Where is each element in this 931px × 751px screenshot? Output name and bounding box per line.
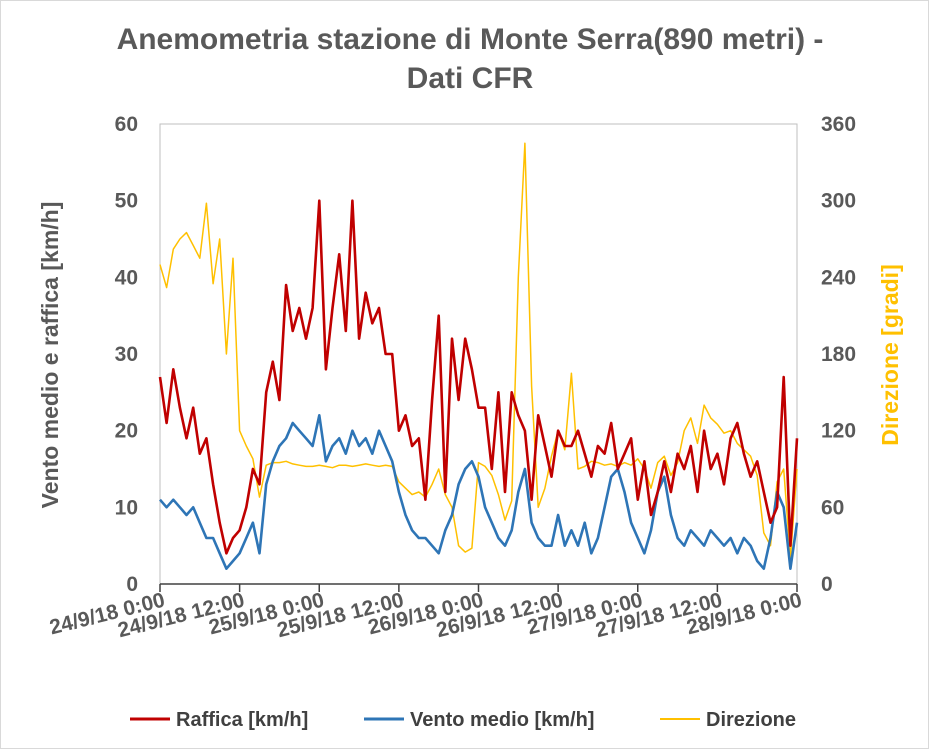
y-tick-left-1: 10 bbox=[115, 496, 138, 519]
y-tick-left-2: 20 bbox=[115, 420, 138, 443]
legend-label-2: Direzione bbox=[706, 709, 796, 731]
y-tick-right-2: 120 bbox=[821, 420, 856, 443]
legend-label-0: Raffica [km/h] bbox=[176, 709, 308, 731]
series-line-2 bbox=[159, 142, 798, 560]
y-tick-right-0: 0 bbox=[821, 573, 833, 596]
chart-title-line-1: Anemometria stazione di Monte Serra(890 … bbox=[117, 23, 824, 56]
y-tick-right-6: 360 bbox=[821, 113, 856, 136]
y-tick-right-5: 300 bbox=[821, 190, 856, 213]
axes bbox=[159, 123, 798, 592]
y-axis-label-right: Direzione [gradi] bbox=[877, 264, 903, 445]
y-tick-right-3: 180 bbox=[821, 343, 856, 366]
y-tick-right-4: 240 bbox=[821, 266, 856, 289]
y-tick-right-1: 60 bbox=[821, 496, 844, 519]
series-line-0 bbox=[158, 199, 799, 555]
chart-title-line-2: Dati CFR bbox=[407, 62, 534, 95]
y-tick-left-3: 30 bbox=[115, 343, 138, 366]
plot-border bbox=[159, 123, 798, 585]
y-tick-left-0: 0 bbox=[126, 573, 138, 596]
y-tick-left-5: 50 bbox=[115, 190, 138, 213]
series-line-1 bbox=[159, 413, 799, 571]
y-tick-left-6: 60 bbox=[115, 113, 138, 136]
series-layer bbox=[158, 142, 799, 571]
legend: Raffica [km/h] Vento medio [km/h] Direzion… bbox=[130, 709, 796, 731]
legend-label-1: Vento medio [km/h] bbox=[410, 709, 594, 731]
y-tick-left-4: 40 bbox=[115, 266, 138, 289]
y-axis-label-left: Vento medio e raffica [km/h] bbox=[37, 202, 63, 509]
